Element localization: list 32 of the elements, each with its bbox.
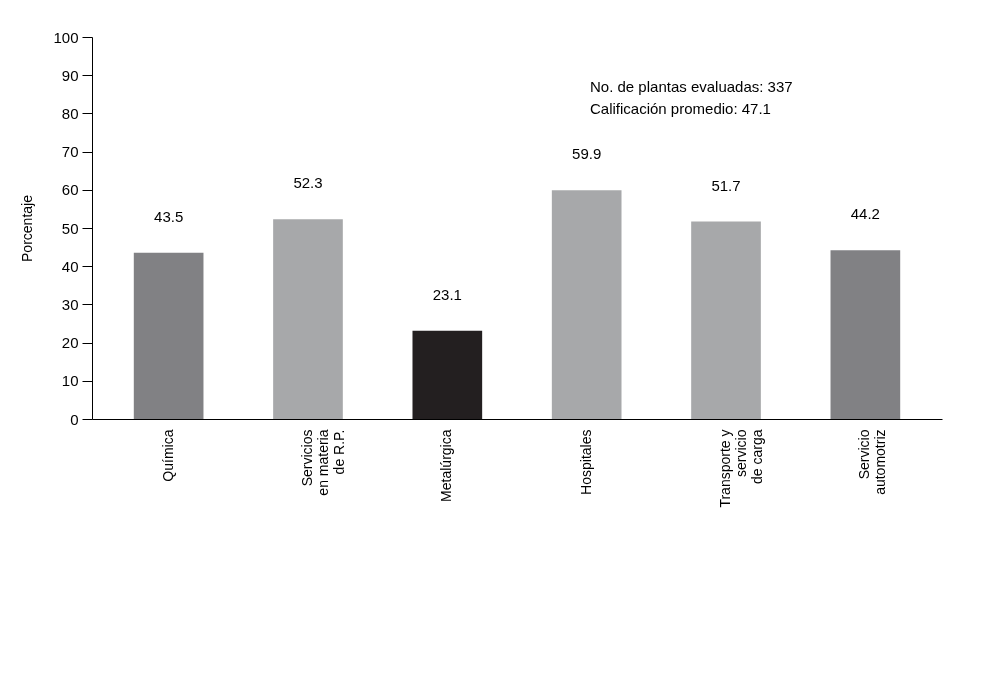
- y-tick-label: 70: [61, 143, 79, 161]
- y-tick-label: 0: [70, 410, 79, 428]
- x-tick-label: Transporte y servicio de carga: [717, 429, 766, 508]
- y-axis-title: Porcentaje: [19, 194, 36, 262]
- data-label: 59.9: [572, 145, 602, 163]
- annotation: No. de plantas evaluadas: 337: [590, 78, 793, 95]
- data-label: 44.2: [850, 205, 880, 223]
- data-label: 52.3: [293, 174, 323, 192]
- bar: [273, 219, 343, 419]
- y-tick-label: 90: [61, 66, 79, 84]
- data-label: 51.7: [711, 176, 741, 194]
- y-tick-label: 100: [53, 28, 79, 46]
- y-tick-label: 60: [61, 181, 79, 199]
- bar: [691, 221, 761, 419]
- bar: [551, 190, 622, 419]
- x-tick-label: Servicio automotriz: [856, 429, 889, 495]
- bar: [830, 250, 901, 419]
- bar: [133, 252, 204, 419]
- y-tick-label: 30: [61, 295, 79, 313]
- annotation: Calificación promedio: 47.1: [590, 100, 771, 117]
- bar: [412, 330, 483, 419]
- x-tick-label: Hospitales: [577, 429, 594, 495]
- y-tick-label: 80: [61, 104, 79, 122]
- data-label: 23.1: [432, 285, 462, 303]
- x-tick-label: Química: [159, 429, 176, 482]
- y-tick-label: 20: [61, 334, 79, 352]
- y-tick-label: 50: [61, 219, 79, 237]
- y-tick-label: 10: [61, 372, 79, 390]
- x-tick-label: Metalúrgica: [438, 429, 455, 502]
- data-label: 43.5: [154, 207, 184, 225]
- x-tick-label: Servicios en materia de R.P.: [298, 429, 347, 496]
- y-tick-label: 40: [61, 257, 79, 275]
